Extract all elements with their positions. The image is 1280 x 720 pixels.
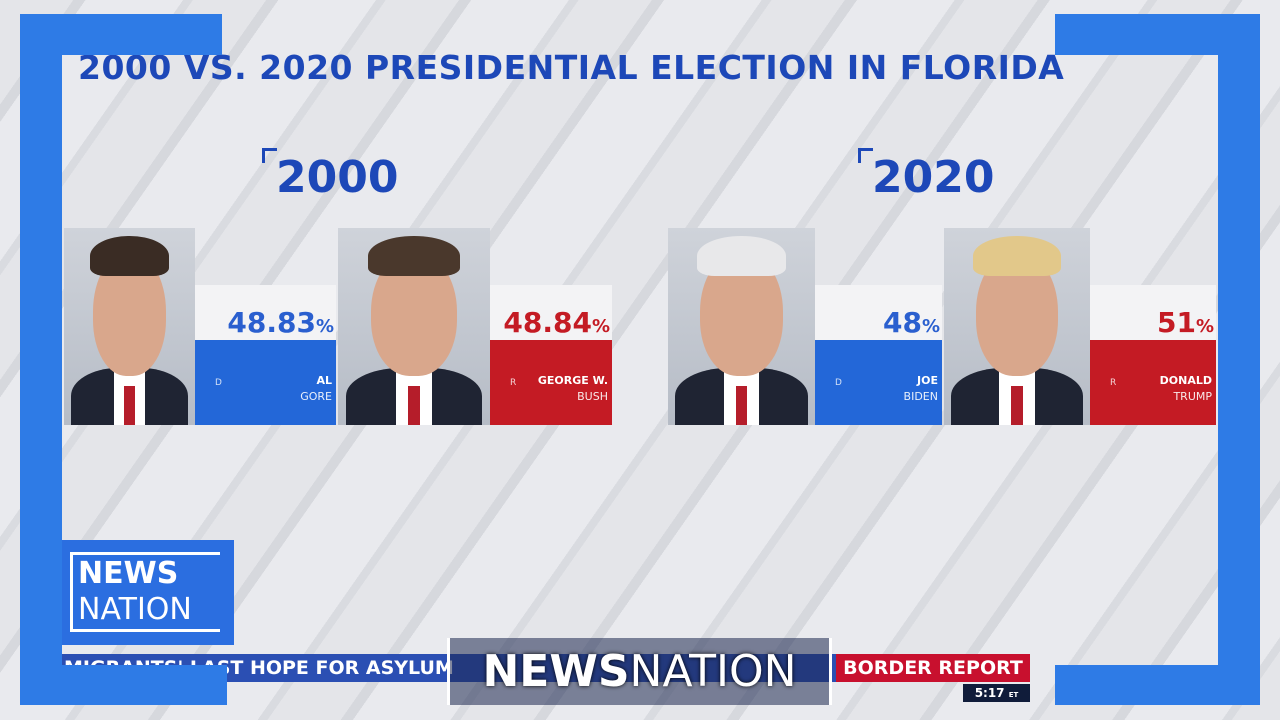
last-name: BUSH [577,390,608,403]
candidate-box: D JOE BIDEN [815,340,942,425]
hair [697,236,786,276]
last-name: GORE [300,390,332,403]
party: D [835,378,842,388]
clock: 5:17 ET [963,684,1030,702]
party: R [510,378,517,388]
frame [1055,665,1260,705]
last-name: TRUMP [1173,390,1212,403]
hair [368,236,460,276]
bug-light: NATION [629,646,797,697]
photo [668,228,815,425]
first-name: DONALD [1159,374,1212,387]
percent: 48.84% [490,306,610,339]
logo-top: NEWS [78,556,179,591]
bug-logo: NEWSNATION [447,638,832,705]
card-background [1090,285,1216,340]
first-name: AL [316,374,332,387]
percent-unit: % [1195,316,1214,337]
percent-unit: % [921,316,940,337]
frame [1055,14,1260,55]
percent: 48.83% [195,306,334,339]
time: 5:17 [974,686,1005,700]
percent-value: 48.83 [227,306,316,339]
frame [20,14,222,55]
last-name: BIDEN [903,390,938,403]
percent-value: 48.84 [503,306,592,339]
tie [407,386,421,425]
year: 2000 [261,148,399,203]
tie [1011,386,1023,425]
candidate-box: R GEORGE W. BUSH [490,340,612,425]
percent-value: 51 [1156,306,1196,339]
title: 2000 VS. 2020 PRESIDENTIAL ELECTION IN F… [78,48,1065,87]
bug-bold: NEWS [482,646,630,697]
logo-bottom: NATION [78,592,192,627]
candidate-box: D AL GORE [195,340,336,425]
party: D [215,378,222,388]
corner-logo: NEWS NATION [62,540,234,645]
logo-frame [70,552,220,632]
card-background [815,285,942,340]
tie [124,386,135,425]
percent: 51% [1090,306,1214,339]
photo [944,228,1090,425]
percent-unit: % [591,316,610,337]
photo [64,228,195,425]
percent-value: 48 [882,306,922,339]
candidate-box: R DONALD TRUMP [1090,340,1216,425]
hair [973,236,1061,276]
year: 2020 [857,148,995,203]
tie [735,386,748,425]
party: R [1110,378,1117,388]
card-background [195,285,336,340]
photo [338,228,490,425]
percent: 48% [815,306,940,339]
frame [1218,14,1260,705]
first-name: GEORGE W. [537,374,608,387]
frame [20,665,227,705]
first-name: JOE [917,374,938,387]
percent-unit: % [315,316,334,337]
card-background [490,285,612,340]
hair [90,236,169,276]
frame [20,14,62,705]
segment-label: BORDER REPORT [836,654,1030,682]
zone: ET [1008,691,1019,699]
